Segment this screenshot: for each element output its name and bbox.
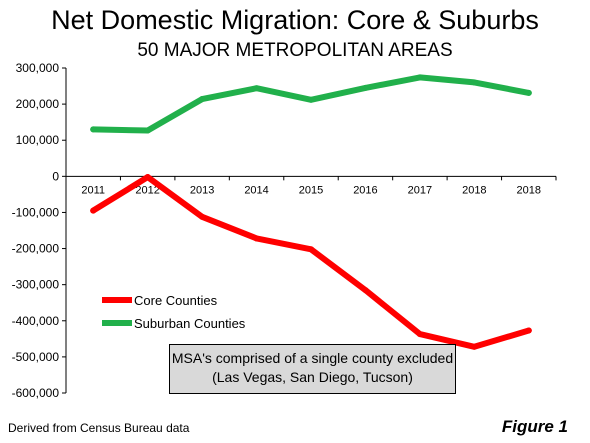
x-tick-label: 2016 (353, 184, 377, 196)
data-point-core (525, 327, 532, 334)
figure-label: Figure 1 (501, 417, 568, 436)
chart-title: Net Domestic Migration: Core & Suburbs (51, 5, 539, 35)
y-tick-label: -600,000 (12, 386, 60, 400)
legend-swatch-suburban (102, 320, 132, 326)
y-tick-label: -100,000 (12, 205, 60, 219)
data-point-core (90, 207, 97, 214)
x-tick-label: 2012 (135, 184, 159, 196)
data-point-core (199, 213, 206, 220)
x-tick-label: 2011 (81, 184, 105, 196)
legend-item-suburban: Suburban Counties (102, 315, 245, 331)
data-point-suburban (471, 79, 478, 86)
data-point-core (416, 331, 423, 338)
x-tick-label: 2018 (462, 184, 486, 196)
source-note: Derived from Census Bureau data (8, 421, 190, 435)
data-point-suburban (416, 74, 423, 81)
data-point-suburban (144, 127, 151, 134)
x-tick-label: 2015 (299, 184, 323, 196)
y-tick-label: -400,000 (12, 314, 60, 328)
data-point-suburban (362, 84, 369, 91)
data-point-suburban (525, 89, 532, 96)
legend: Core Counties Suburban Counties (94, 287, 245, 337)
x-tick-label: 2017 (408, 184, 432, 196)
data-point-core (144, 174, 151, 181)
y-tick-label: 200,000 (16, 97, 60, 111)
y-tick-label: 0 (52, 169, 59, 183)
chart-subtitle: 50 MAJOR METROPOLITAN AREAS (137, 40, 453, 61)
legend-label-core: Core Counties (134, 292, 218, 308)
data-point-core (362, 287, 369, 294)
data-point-suburban (308, 96, 314, 103)
data-point-core (471, 343, 478, 350)
x-tick-label: 2014 (244, 184, 268, 196)
y-axis: 300,000 200,000 100,000 0 -100,000 -200,000 -3… (12, 61, 67, 400)
note-line-1: MSA's comprised of a single county exclu… (171, 350, 454, 366)
y-tick-label: -200,000 (12, 242, 60, 256)
x-tick-label: 2018 (517, 184, 541, 196)
legend-item-core: Core Counties (102, 292, 217, 308)
x-tick-label: 2013 (190, 184, 214, 196)
data-point-suburban (253, 85, 260, 92)
series-line-suburban (90, 74, 532, 134)
y-tick-label: -300,000 (12, 278, 60, 292)
legend-swatch-core (102, 297, 132, 303)
data-point-core (308, 246, 314, 253)
y-tick-label: 100,000 (16, 133, 60, 147)
exclusion-note: MSA's comprised of a single county exclu… (169, 344, 456, 394)
legend-label-suburban: Suburban Counties (134, 315, 246, 331)
series-layer (90, 74, 532, 350)
y-tick-label: 300,000 (16, 61, 60, 75)
data-point-suburban (90, 126, 97, 133)
data-point-core (253, 235, 260, 242)
y-tick-label: -500,000 (12, 350, 60, 364)
note-line-2: (Las Vegas, San Diego, Tucson) (212, 369, 413, 385)
data-point-suburban (199, 96, 206, 103)
